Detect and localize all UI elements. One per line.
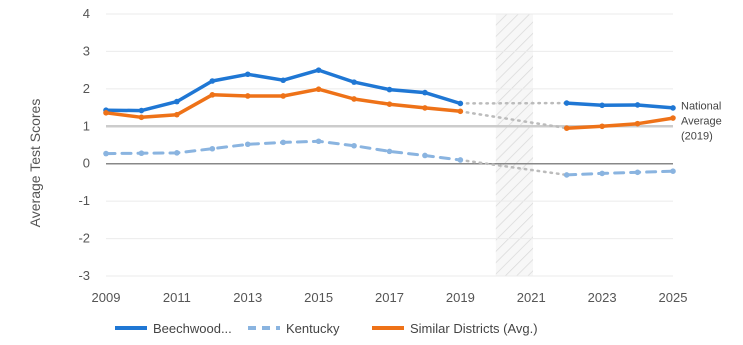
- y-tick-label: 2: [83, 81, 90, 96]
- y-tick-label: 1: [83, 118, 90, 133]
- y-tick-label: -3: [78, 268, 90, 283]
- x-tick-label: 2013: [233, 290, 262, 305]
- data-point: [386, 148, 393, 155]
- national-average-label: (2019): [681, 130, 713, 142]
- data-point: [315, 138, 322, 145]
- data-point: [351, 96, 357, 102]
- data-point: [209, 145, 216, 152]
- data-point: [634, 169, 641, 176]
- legend-label: Kentucky: [286, 321, 340, 336]
- series-line: [565, 169, 675, 177]
- gap-connector: [459, 110, 568, 130]
- x-tick-label: 2009: [92, 290, 121, 305]
- data-point: [563, 125, 570, 131]
- data-point: [103, 110, 109, 116]
- data-point: [138, 114, 145, 121]
- data-point: [351, 79, 357, 85]
- data-point: [244, 71, 251, 78]
- legend-label: Beechwood...: [153, 321, 232, 336]
- y-tick-label: 0: [83, 156, 90, 171]
- data-point: [599, 170, 605, 177]
- data-point: [315, 67, 322, 73]
- data-point: [634, 120, 641, 127]
- data-point: [209, 92, 216, 98]
- data-point: [174, 98, 180, 105]
- data-point: [280, 77, 286, 84]
- y-tick-label: -1: [78, 193, 90, 208]
- data-point: [174, 111, 180, 118]
- data-point: [422, 89, 428, 96]
- data-point: [244, 93, 251, 99]
- data-point: [599, 102, 605, 109]
- data-point: [103, 150, 109, 157]
- data-point: [280, 139, 286, 146]
- x-tick-label: 2015: [304, 290, 333, 305]
- data-point: [315, 86, 322, 93]
- data-point: [563, 100, 570, 106]
- x-tick-label: 2025: [659, 290, 688, 305]
- series-line: [564, 116, 675, 130]
- missing-data-band: [495, 14, 534, 276]
- data-point: [670, 115, 676, 121]
- y-tick-label: 3: [83, 43, 90, 58]
- data-point: [386, 86, 393, 93]
- data-point: [351, 142, 357, 149]
- data-point: [563, 172, 570, 178]
- data-point: [670, 168, 676, 174]
- x-tick-label: 2021: [517, 290, 546, 305]
- x-tick-label: 2017: [375, 290, 404, 305]
- x-tick-label: 2019: [446, 290, 475, 305]
- data-point: [457, 157, 464, 163]
- data-point: [174, 150, 180, 156]
- data-point: [209, 78, 216, 84]
- gap-connector: [459, 158, 568, 177]
- y-tick-label: 4: [83, 6, 90, 21]
- data-point: [457, 108, 464, 115]
- legend-label: Similar Districts (Avg.): [410, 321, 538, 336]
- data-point: [457, 100, 464, 107]
- data-point: [386, 101, 393, 108]
- data-point: [280, 93, 286, 99]
- x-tick-label: 2023: [588, 290, 617, 305]
- x-tick-label: 2011: [163, 290, 191, 305]
- data-point: [244, 141, 251, 148]
- data-point: [138, 107, 145, 114]
- national-average-label: National: [681, 100, 721, 112]
- data-point: [422, 105, 428, 111]
- series-line: [564, 101, 675, 110]
- y-axis-label: Average Test Scores: [27, 99, 43, 228]
- y-tick-label: -2: [78, 231, 90, 246]
- data-point: [422, 152, 428, 159]
- data-point: [138, 150, 145, 157]
- national-average-label: Average: [681, 115, 722, 127]
- data-point: [670, 105, 676, 111]
- data-point: [599, 123, 605, 130]
- data-point: [634, 102, 641, 108]
